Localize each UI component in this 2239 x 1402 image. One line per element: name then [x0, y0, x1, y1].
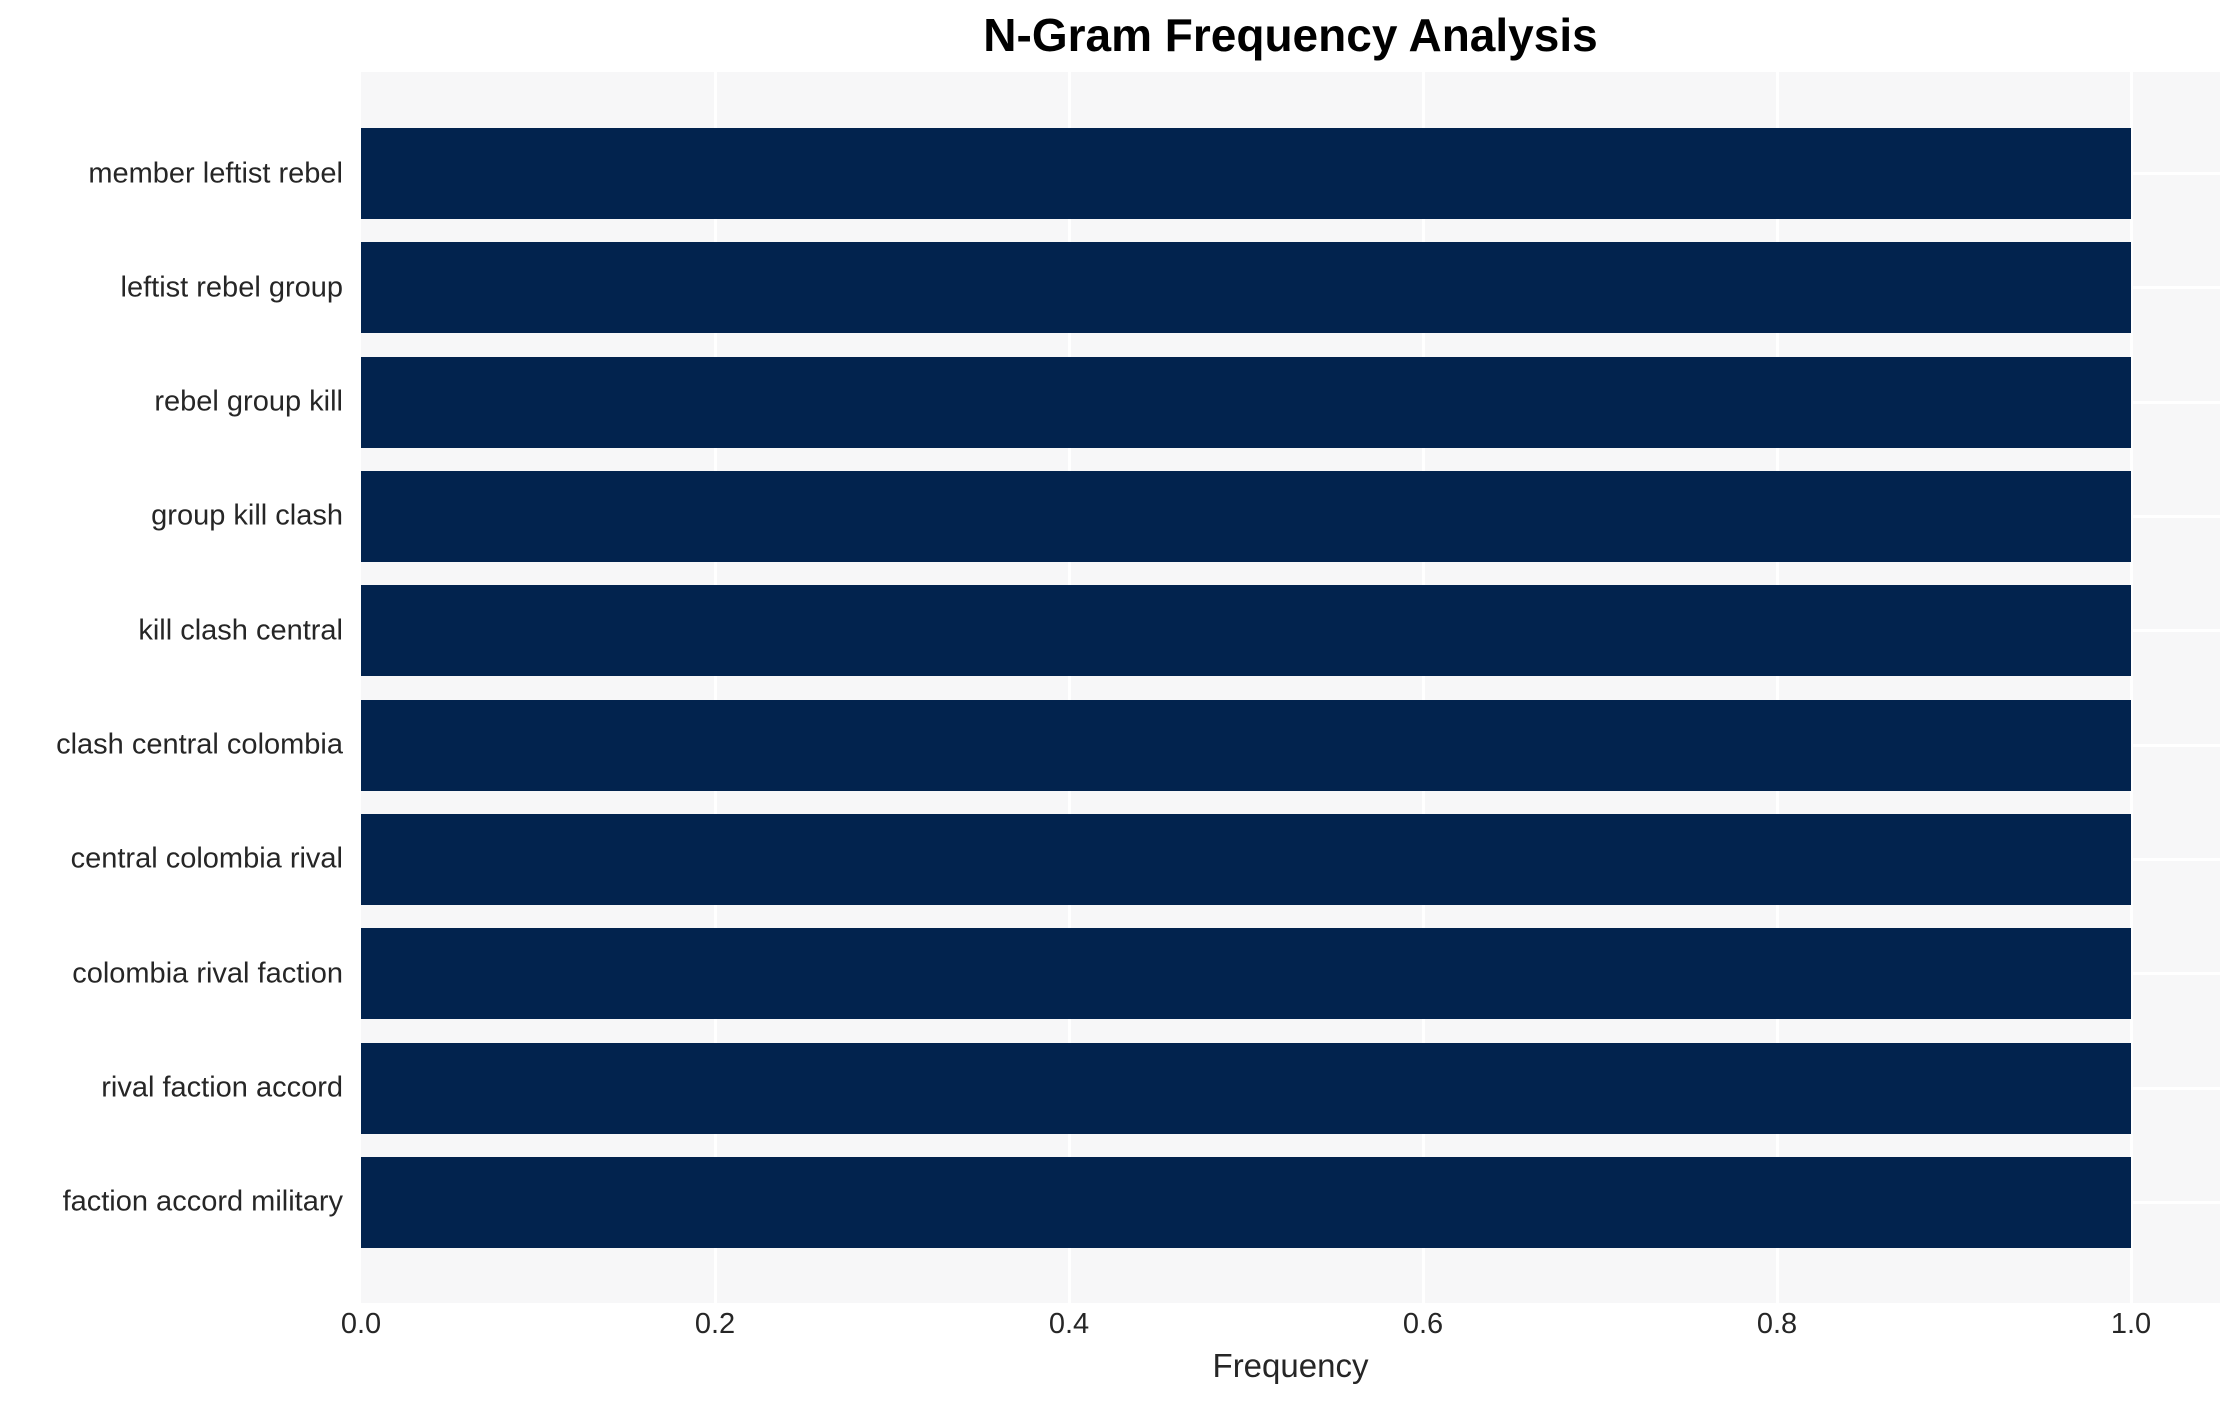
bar: [361, 242, 2131, 334]
y-tick-label: kill clash central: [138, 614, 343, 647]
y-tick-label: rebel group kill: [154, 385, 343, 418]
plot-area: [361, 72, 2220, 1303]
y-tick-label: faction accord military: [62, 1185, 343, 1218]
bar: [361, 356, 2131, 448]
bar: [361, 470, 2131, 562]
bar: [361, 813, 2131, 905]
x-axis-title: Frequency: [1212, 1347, 1369, 1384]
chart-title: N-Gram Frequency Analysis: [983, 9, 1598, 61]
v-gridline: [1775, 72, 1779, 1303]
bar: [361, 128, 2131, 219]
y-tick-label: colombia rival faction: [72, 957, 343, 990]
x-tick-label: 0.0: [340, 1308, 382, 1340]
y-tick-label: rival faction accord: [101, 1071, 343, 1104]
x-tick-label: 1.0: [2110, 1308, 2152, 1340]
bar: [361, 1156, 2131, 1248]
v-gridline: [1421, 72, 1425, 1303]
y-tick-label: central colombia rival: [70, 842, 343, 875]
bar: [361, 928, 2131, 1020]
y-tick-label: group kill clash: [151, 499, 343, 532]
y-tick-label: clash central colombia: [56, 728, 343, 761]
bar: [361, 1042, 2131, 1134]
v-gridline: [713, 72, 717, 1303]
y-tick-label: leftist rebel group: [120, 271, 343, 304]
y-tick-label: member leftist rebel: [88, 157, 343, 189]
x-tick-label: 0.8: [1756, 1308, 1798, 1340]
x-tick-label: 0.6: [1402, 1308, 1444, 1340]
v-gridline: [1067, 72, 1071, 1303]
bar: [361, 699, 2131, 791]
bar: [361, 585, 2131, 677]
v-gridline: [2129, 72, 2133, 1303]
x-tick-label: 0.4: [1048, 1308, 1090, 1340]
x-tick-label: 0.2: [694, 1308, 736, 1340]
